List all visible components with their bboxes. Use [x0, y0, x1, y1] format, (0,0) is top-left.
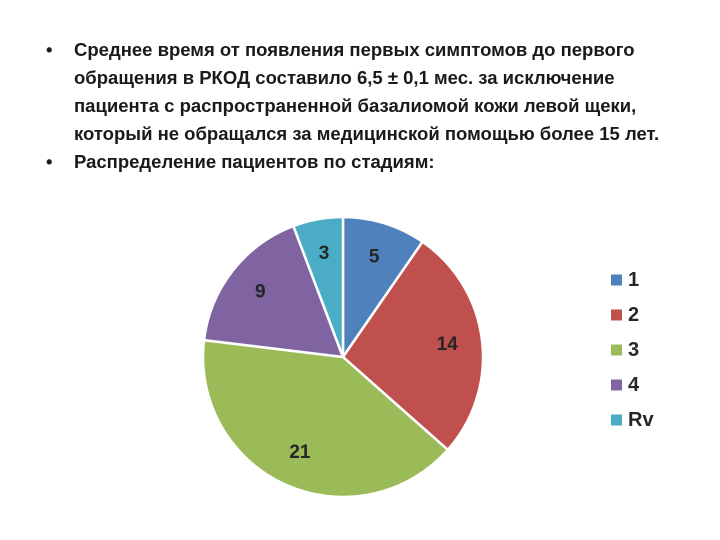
pie-slice-4: [202, 224, 345, 359]
legend-label-2: 2: [628, 304, 639, 326]
bullet-text-stages: Распределение пациентов по стадиям:: [74, 151, 435, 172]
pie-slices: [201, 215, 485, 499]
legend-label-3: 3: [628, 339, 639, 361]
legend-swatch-rv: [611, 414, 622, 426]
bullet-marker: •: [46, 151, 53, 172]
legend-swatch-4: [611, 379, 622, 391]
pie-data-labels: 5 14 21 9 3: [255, 243, 458, 463]
bullet-marker: •: [46, 39, 53, 60]
legend-label-4: 4: [628, 374, 640, 396]
pie-data-label-2: 14: [437, 334, 459, 355]
legend-swatch-2: [611, 309, 622, 321]
chart-legend: 1 2 3 4 Rv: [611, 269, 654, 431]
bullet-item-delay: • Среднее время от появления первых симп…: [44, 36, 704, 148]
bullet-list: • Среднее время от появления первых симп…: [44, 36, 704, 176]
pie-slice-2: [341, 240, 485, 452]
pie-data-label-rv: 3: [319, 243, 330, 264]
pie-slice-rv: [292, 215, 345, 359]
pie-slice-1: [341, 215, 424, 359]
bullet-text-delay: Среднее время от появления первых симпто…: [74, 39, 660, 144]
bullet-item-stages: • Распределение пациентов по стадиям:: [44, 148, 704, 176]
pie-slice-3: [201, 338, 450, 499]
pie-data-label-4: 9: [255, 282, 266, 303]
legend-swatch-3: [611, 344, 622, 356]
legend-label-rv: Rv: [628, 409, 654, 431]
pie-data-label-1: 5: [369, 246, 380, 267]
pie-data-label-3: 21: [289, 442, 311, 463]
legend-label-1: 1: [628, 269, 639, 291]
legend-swatch-1: [611, 274, 622, 286]
